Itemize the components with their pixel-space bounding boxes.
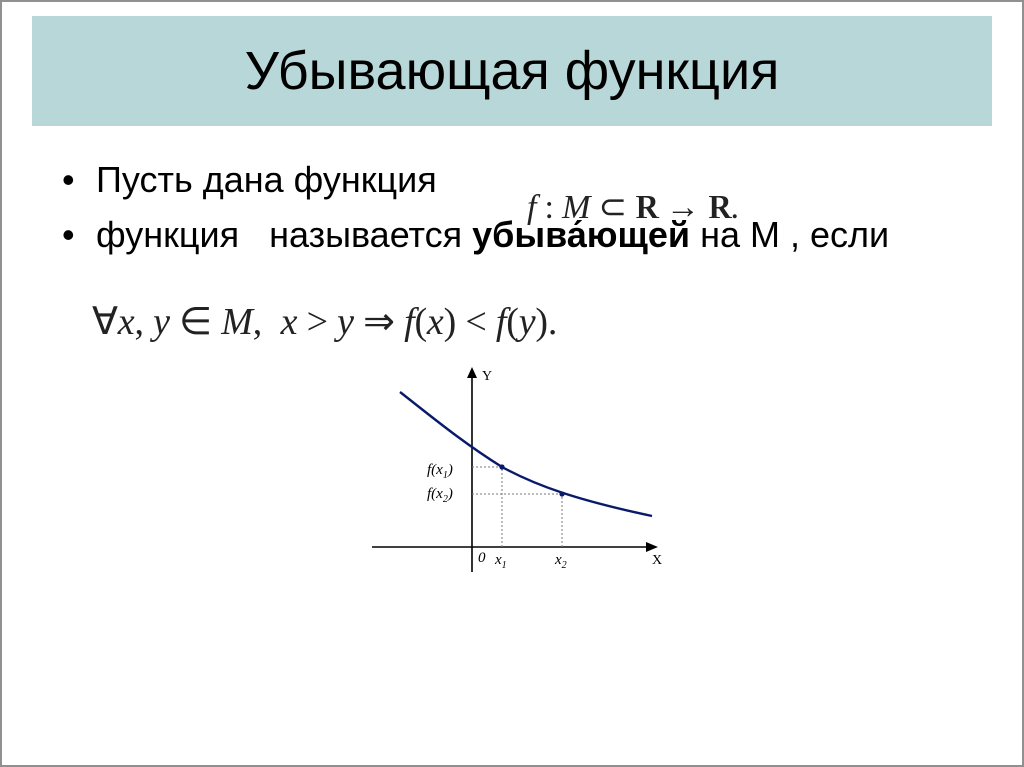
formula-inline: f : M ⊂ R → R. [527,187,739,227]
label-x-axis: X [652,553,662,568]
sym-imp: ⇒ [354,301,404,343]
label-x2: x2 [554,552,567,571]
decreasing-function-graph: Y X 0 x1 x2 f(x1) f(x2) [352,362,672,592]
sym-y1: y [153,301,170,343]
label-x1: x1 [494,552,507,571]
sym-f: f [527,189,536,226]
sym-pc2: ) [535,301,547,343]
sym-subset: ⊂ [590,189,635,226]
content-area: Пусть дана функция функция называется уб… [2,126,1022,592]
sym-y3: y [519,301,536,343]
axes [372,367,658,572]
sym-period: . [548,301,557,343]
sym-M2: M [221,301,252,343]
bullet-list: Пусть дана функция функция называется уб… [62,156,962,259]
sym-pc1: ) [444,301,456,343]
sym-x3: x [427,301,444,343]
sym-M: M [562,189,590,226]
graph-wrap: Y X 0 x1 x2 f(x1) f(x2) [62,362,962,592]
title-bar: Убывающая функция [32,16,992,126]
sym-lt: < [456,301,496,343]
sym-arrow: → [658,189,708,226]
sym-f1: f [404,301,414,343]
point-x1 [499,465,504,470]
sym-R2: R [708,189,730,227]
sym-po1: ( [414,301,426,343]
label-fx2: f(x2) [427,486,453,505]
bullet-2: функция называется убыва́ющей на M , есл… [62,211,962,260]
bullet-1-text: Пусть дана функция [96,159,437,200]
formula-block: ∀x, y ∈ M, x > y ⇒ f(x) < f(y). [92,299,962,344]
label-y-axis: Y [482,369,492,384]
sym-comma2: , [253,301,281,343]
point-x2 [559,492,564,497]
sym-gt: > [297,301,337,343]
sym-R1: R [635,189,657,227]
sym-comma1: , [134,301,153,343]
sym-y2: y [337,301,354,343]
bullet-2-prefix: функция называется [96,214,472,255]
projections [472,467,562,547]
bullet-1: Пусть дана функция [62,156,962,205]
label-fx1: f(x1) [427,462,453,481]
sym-f2: f [496,301,506,343]
label-origin: 0 [478,550,486,566]
sym-x2: x [281,301,298,343]
slide-title: Убывающая функция [245,40,780,102]
sym-x1: x [118,301,135,343]
sym-colon: : [536,189,562,226]
sym-po2: ( [506,301,518,343]
sym-forall: ∀ [92,301,118,343]
sym-in: ∈ [170,301,222,343]
